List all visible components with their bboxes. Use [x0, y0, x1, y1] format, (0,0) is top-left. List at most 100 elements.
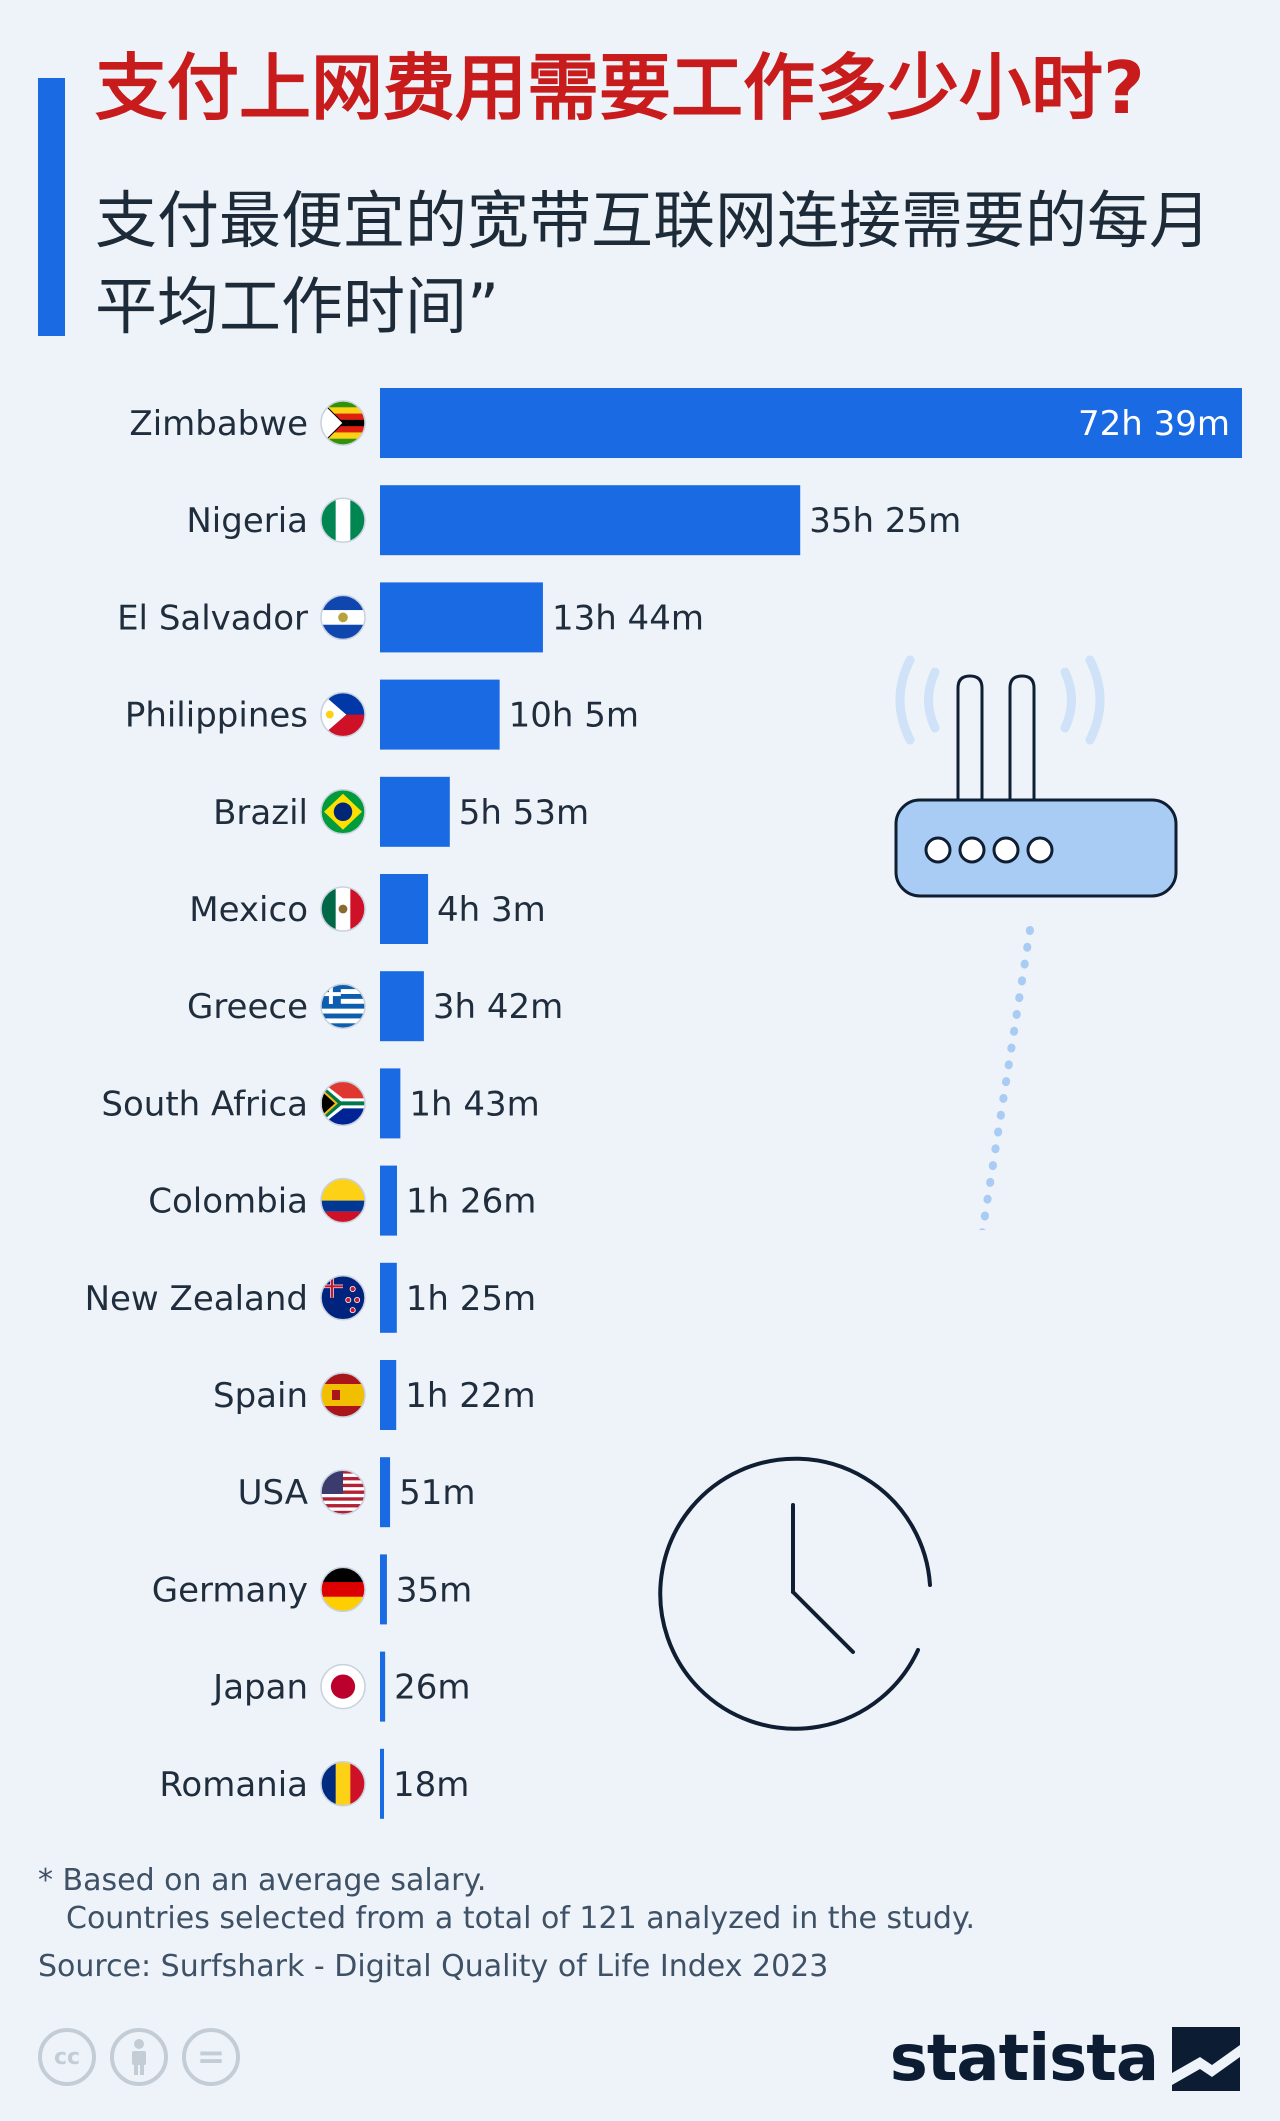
- cc-icon-text: cc: [53, 2044, 81, 2070]
- bar: [380, 582, 543, 653]
- bar: [380, 874, 429, 944]
- flag-stripe: [321, 998, 365, 1005]
- bar-row: Brazil 5h 53m: [213, 776, 589, 847]
- flag-stripe: [321, 1567, 365, 1583]
- el-salvador-flag-icon: [320, 594, 366, 641]
- category-label: Zimbabwe: [129, 404, 308, 444]
- statista-logo[interactable]: statista: [890, 2022, 1240, 2096]
- bar: [380, 485, 801, 556]
- flag-stripe: [321, 1178, 365, 1201]
- flag-border: [320, 886, 366, 932]
- flag-stripe: [321, 1406, 365, 1417]
- brazil-flag-icon: [320, 789, 366, 835]
- flag-stripe: [321, 1507, 365, 1512]
- bar: [380, 1068, 401, 1139]
- bar-row: Greece 3h 42m: [187, 971, 563, 1042]
- flag-body: [321, 1664, 365, 1709]
- flag-body: [321, 1470, 365, 1515]
- flag-stripe: [321, 984, 365, 990]
- flag-stripe: [321, 413, 365, 421]
- bar-row: Mexico 4h 3m: [189, 874, 546, 944]
- flag-border: [320, 594, 366, 641]
- flag-body: [321, 401, 365, 445]
- flag-stripe: [321, 438, 365, 445]
- bar-row: Nigeria 35h 25m: [186, 485, 961, 556]
- bar: [380, 1554, 387, 1625]
- data-label: 51m: [399, 1473, 475, 1513]
- bar: [380, 1457, 391, 1528]
- flag-border: [320, 1663, 366, 1710]
- flag-stripe: [321, 1013, 365, 1019]
- flag-stripe: [321, 1018, 365, 1024]
- attribution-icon[interactable]: [110, 2028, 168, 2086]
- flag-stripe: [321, 887, 337, 931]
- flag-body: [321, 692, 365, 737]
- bar-row: Romania 18m: [159, 1748, 469, 1819]
- zimbabwe-flag-icon: [320, 400, 366, 446]
- flag-body: [321, 1081, 365, 1126]
- flag-sun: [330, 1674, 356, 1699]
- flag-stripe: [321, 432, 365, 440]
- bar: [380, 1748, 384, 1819]
- category-label: South Africa: [101, 1084, 308, 1124]
- flag-stripe: [321, 1003, 365, 1010]
- flag-border: [320, 497, 366, 543]
- nigeria-flag-icon: [320, 497, 366, 543]
- flag-emblem: [332, 1390, 340, 1400]
- flag-border: [320, 1566, 366, 1613]
- chart-subtitle: 支付最便宜的宽带互联网连接需要的每月平均工作时间”: [95, 184, 1212, 343]
- flag-stripe: [321, 1493, 365, 1498]
- bar: [380, 1360, 397, 1430]
- flag-globe: [333, 802, 353, 822]
- data-label: 72h 39m: [1078, 404, 1230, 444]
- flag-stripe: [335, 498, 351, 543]
- flag-body: [321, 789, 365, 834]
- usa-flag-icon: [320, 1469, 366, 1515]
- flag-stripe: [321, 1023, 365, 1029]
- data-label: 10h 5m: [509, 696, 639, 736]
- data-label: 3h 42m: [433, 987, 563, 1027]
- flag-border: [320, 1177, 366, 1224]
- bar: [380, 388, 1242, 458]
- bar-row: USA 51m: [238, 1457, 475, 1528]
- romania-flag-icon: [320, 1761, 366, 1807]
- flag-stripe: [321, 1384, 365, 1406]
- no-derivatives-icon[interactable]: =: [182, 2028, 240, 2086]
- bar-row: Germany 35m: [152, 1554, 472, 1625]
- flag-border: [320, 1469, 366, 1515]
- data-label: 35m: [396, 1570, 472, 1610]
- category-label: Romania: [159, 1765, 308, 1805]
- flag-star: [349, 1307, 356, 1314]
- flag-border: [320, 400, 366, 446]
- category-label: El Salvador: [117, 598, 308, 638]
- category-label: Greece: [187, 987, 308, 1027]
- flag-stripe: [321, 989, 365, 995]
- data-label: 4h 3m: [437, 890, 546, 930]
- category-label: Philippines: [125, 696, 308, 736]
- flag-stripe: [335, 1761, 351, 1806]
- category-label: New Zealand: [85, 1279, 308, 1319]
- flag-star: [349, 1286, 356, 1293]
- flag-body: [321, 1275, 365, 1320]
- flag-border: [320, 983, 366, 1029]
- category-label: Brazil: [213, 793, 308, 833]
- category-label: Germany: [152, 1570, 308, 1610]
- bar-row: Japan 26m: [211, 1651, 471, 1722]
- category-label: Japan: [211, 1668, 308, 1708]
- data-label: 1h 43m: [409, 1084, 539, 1124]
- data-label: 26m: [394, 1668, 470, 1708]
- flag-border: [320, 1275, 366, 1321]
- statista-logo-mark-icon: [1172, 2027, 1240, 2091]
- no-derivatives-icon-text: =: [196, 2037, 226, 2077]
- flag-stripe: [321, 993, 365, 1000]
- data-label: 18m: [393, 1765, 469, 1805]
- category-label: Mexico: [189, 890, 308, 930]
- data-label: 1h 22m: [405, 1376, 535, 1416]
- data-label: 5h 53m: [459, 793, 589, 833]
- bar: [380, 776, 450, 847]
- flag-body: [321, 1373, 365, 1417]
- category-label: Nigeria: [186, 501, 308, 541]
- cc-icon[interactable]: cc: [38, 2028, 96, 2086]
- new-zealand-flag-icon: [320, 1275, 366, 1321]
- bar: [380, 1262, 397, 1333]
